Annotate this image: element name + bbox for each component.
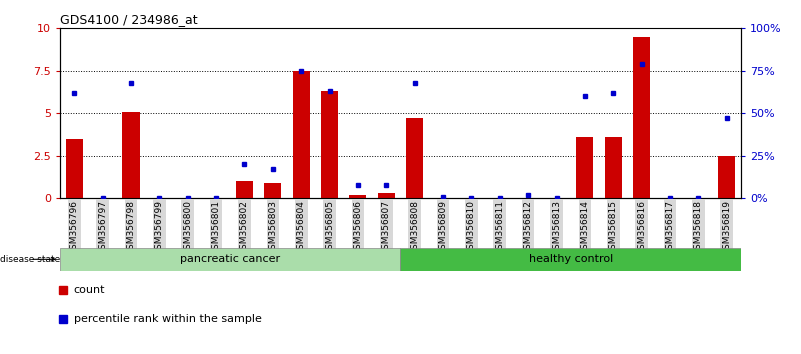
Text: GSM356803: GSM356803 bbox=[268, 200, 277, 256]
Bar bbox=[406, 118, 423, 198]
Text: GSM356800: GSM356800 bbox=[183, 200, 192, 256]
Text: GSM356818: GSM356818 bbox=[694, 200, 702, 256]
Text: GSM356805: GSM356805 bbox=[325, 200, 334, 256]
Text: GSM356813: GSM356813 bbox=[552, 200, 561, 256]
Text: pancreatic cancer: pancreatic cancer bbox=[180, 254, 280, 264]
Bar bbox=[378, 193, 395, 198]
Bar bbox=[349, 195, 366, 198]
Text: GSM356806: GSM356806 bbox=[353, 200, 362, 256]
Text: GSM356801: GSM356801 bbox=[211, 200, 220, 256]
Bar bbox=[400, 248, 741, 271]
Bar bbox=[605, 137, 622, 198]
Text: count: count bbox=[74, 285, 105, 295]
Bar bbox=[718, 156, 735, 198]
Bar bbox=[321, 91, 338, 198]
Bar bbox=[264, 183, 281, 198]
Text: GSM356811: GSM356811 bbox=[495, 200, 505, 256]
Text: GSM356796: GSM356796 bbox=[70, 200, 78, 256]
Text: GSM356812: GSM356812 bbox=[524, 200, 533, 255]
Text: GSM356814: GSM356814 bbox=[581, 200, 590, 255]
Text: GSM356797: GSM356797 bbox=[99, 200, 107, 256]
Text: GSM356808: GSM356808 bbox=[410, 200, 419, 256]
Text: GSM356802: GSM356802 bbox=[240, 200, 249, 255]
Text: percentile rank within the sample: percentile rank within the sample bbox=[74, 314, 262, 324]
Text: disease state: disease state bbox=[0, 255, 60, 264]
Bar bbox=[66, 139, 83, 198]
Text: GSM356815: GSM356815 bbox=[609, 200, 618, 256]
Text: GSM356810: GSM356810 bbox=[467, 200, 476, 256]
Text: GSM356816: GSM356816 bbox=[637, 200, 646, 256]
Text: healthy control: healthy control bbox=[529, 254, 613, 264]
Text: GDS4100 / 234986_at: GDS4100 / 234986_at bbox=[60, 13, 198, 26]
Text: GSM356804: GSM356804 bbox=[296, 200, 306, 255]
Bar bbox=[577, 137, 594, 198]
Text: GSM356798: GSM356798 bbox=[127, 200, 135, 256]
Bar bbox=[633, 37, 650, 198]
Text: GSM356807: GSM356807 bbox=[382, 200, 391, 256]
Text: GSM356819: GSM356819 bbox=[723, 200, 731, 256]
Text: GSM356809: GSM356809 bbox=[439, 200, 448, 256]
Bar bbox=[292, 71, 310, 198]
Bar bbox=[60, 248, 400, 271]
Text: GSM356799: GSM356799 bbox=[155, 200, 164, 256]
Text: GSM356817: GSM356817 bbox=[666, 200, 674, 256]
Bar bbox=[123, 112, 139, 198]
Bar bbox=[236, 181, 253, 198]
